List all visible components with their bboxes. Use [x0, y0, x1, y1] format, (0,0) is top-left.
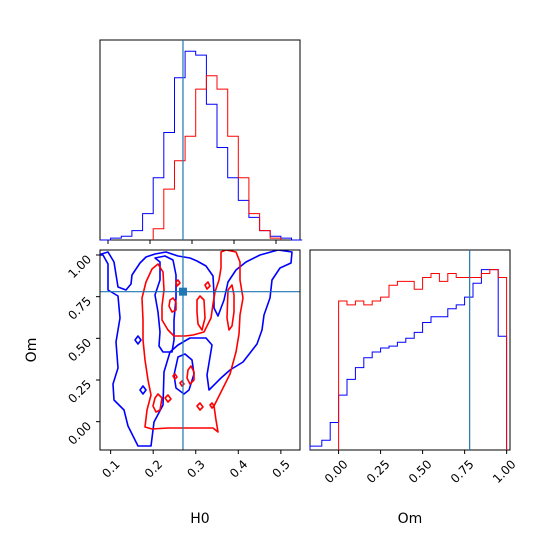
om-histogram-xtick-label-0: 0.00 [322, 457, 351, 486]
red-contour-small-6 [172, 373, 178, 380]
blue-contour-small-1 [134, 335, 142, 345]
red-contour-outer [141, 250, 244, 433]
h0-histogram-series-blue [100, 50, 303, 241]
y-axis-label-om: Om [24, 338, 40, 363]
h0-histogram-frame [99, 39, 301, 241]
om-histogram-xtick-label-1: 0.25 [364, 457, 393, 486]
contour-xtick-label-4: 0.5 [270, 457, 293, 480]
red-contour-inner-5 [152, 393, 163, 413]
contour-ytick-label-1: 0.25 [65, 377, 94, 406]
om-histogram-x-ticks: 0.00 0.25 0.50 0.75 1.00 [322, 450, 519, 486]
red-contour-small-1 [204, 281, 211, 290]
om-histogram-xtick-label-2: 0.50 [406, 457, 435, 486]
red-contour-small-2 [175, 279, 181, 287]
blue-contours [100, 250, 293, 447]
contour-ytick-label-0: 0.00 [65, 419, 94, 448]
contour-x-ticks: 0.1 0.2 0.3 0.4 0.5 [99, 450, 293, 481]
red-contour-inner-2 [196, 295, 206, 331]
h0-histogram-series-red [152, 75, 282, 240]
truth-marker [178, 287, 187, 296]
contour-xtick-label-1: 0.2 [142, 457, 165, 480]
red-contours [141, 250, 244, 433]
x-axis-label-h0: H0 [190, 511, 209, 527]
red-contour-inner-1 [168, 297, 177, 313]
om-histogram-xtick-label-3: 0.75 [448, 457, 477, 486]
x-axis-label-om: Om [398, 511, 423, 527]
om-histogram-xtick-label-4: 1.00 [490, 457, 519, 486]
contour-xtick-label-0: 0.1 [99, 457, 122, 480]
om-histogram-frame [309, 249, 511, 451]
contour-xtick-label-3: 0.4 [227, 457, 250, 480]
blue-contour-outer [100, 250, 293, 447]
h0-histogram-ticks [107, 240, 277, 244]
om-histogram-series-red [338, 269, 508, 450]
red-contour-inner-3 [226, 284, 235, 331]
om-histogram-series-blue [309, 269, 508, 450]
red-contour-inner-4 [186, 365, 195, 385]
red-contour-small-3 [164, 394, 172, 403]
h0-histogram-panel [99, 39, 303, 244]
blue-contour-inner [154, 255, 177, 353]
contour-panel: 0.1 0.2 0.3 0.4 0.5 0.000.250.500.751.00 H0 … [24, 249, 301, 527]
om-histogram-panel: 0.00 0.25 0.50 0.75 1.00 Om [309, 249, 519, 527]
contour-frame [99, 249, 301, 451]
red-contour-small-5 [179, 380, 185, 387]
red-contour-small-4 [196, 402, 204, 411]
contour-ytick-label-4: 1.00 [65, 252, 94, 281]
blue-contour-mid [173, 353, 195, 395]
contour-xtick-label-2: 0.3 [184, 457, 207, 480]
contour-y-ticks: 0.00 0.25 0.50 0.75 1.00 [65, 252, 100, 448]
contour-ytick-label-2: 0.50 [65, 336, 94, 365]
contour-ytick-label-3: 0.75 [65, 294, 94, 323]
red-contour-small-7 [209, 402, 215, 409]
blue-contour-small-2 [139, 385, 147, 395]
